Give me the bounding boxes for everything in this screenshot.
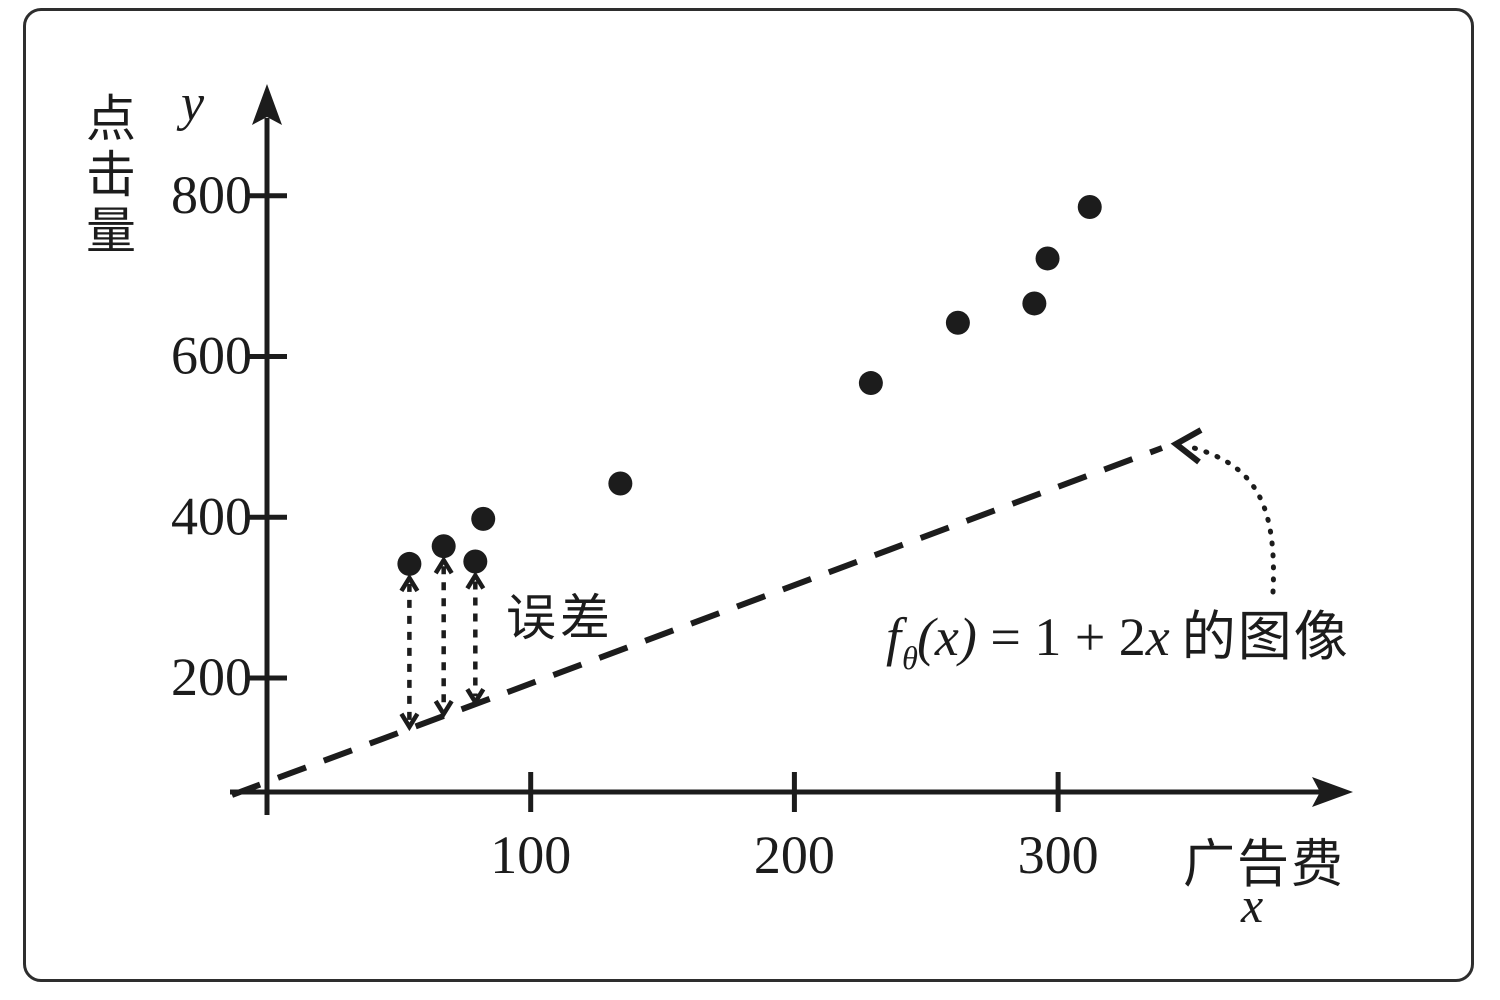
error-arrowhead-up [399,573,420,593]
formula-equals: = 1 + 2 [976,607,1146,667]
y-tick-label: 800 [171,165,252,225]
data-point [608,471,633,496]
data-point [945,310,970,335]
x-tick-label: 100 [490,825,571,885]
formula-args: (x) [916,607,977,667]
error-arrowhead-down [433,699,454,719]
formula-subscript-theta: θ [902,640,918,677]
y-tick-label: 600 [171,326,252,386]
formula-x-term: x [1145,607,1170,667]
data-point [471,506,496,531]
data-point [1022,291,1047,316]
formula-callout-arrowhead [1170,427,1203,465]
fit-line-formula-label: fθ(x) = 1 + 2x 的图像 [886,592,1350,677]
error-arrowhead-down [465,688,486,707]
data-point [1035,246,1060,271]
y-axis-title: 点击量 [79,92,135,260]
y-axis-variable: y [181,75,205,132]
y-tick-label: 400 [171,486,252,546]
y-tick-label: 200 [171,647,252,707]
data-point [431,534,456,559]
x-tick-label: 200 [754,825,835,885]
x-axis-variable: x [1241,877,1264,933]
x-axis-arrowhead [1312,777,1353,807]
data-point [397,551,422,576]
fit-line-dashed [230,445,1164,798]
formula-suffix: 的图像 [1181,607,1350,667]
error-arrowhead-up [465,571,486,590]
x-axis-title: 广告费 [1183,837,1346,894]
data-point [858,371,883,396]
data-point [1077,195,1102,220]
data-point [463,549,488,574]
formula-f: f [886,607,902,667]
x-tick-label: 300 [1018,825,1099,885]
error-arrowhead-down [399,712,420,732]
error-arrowhead-up [433,555,454,575]
error-annotation-label: 误差 [506,590,614,646]
y-axis-arrowhead [252,84,282,125]
formula-callout-curve [1191,445,1276,595]
